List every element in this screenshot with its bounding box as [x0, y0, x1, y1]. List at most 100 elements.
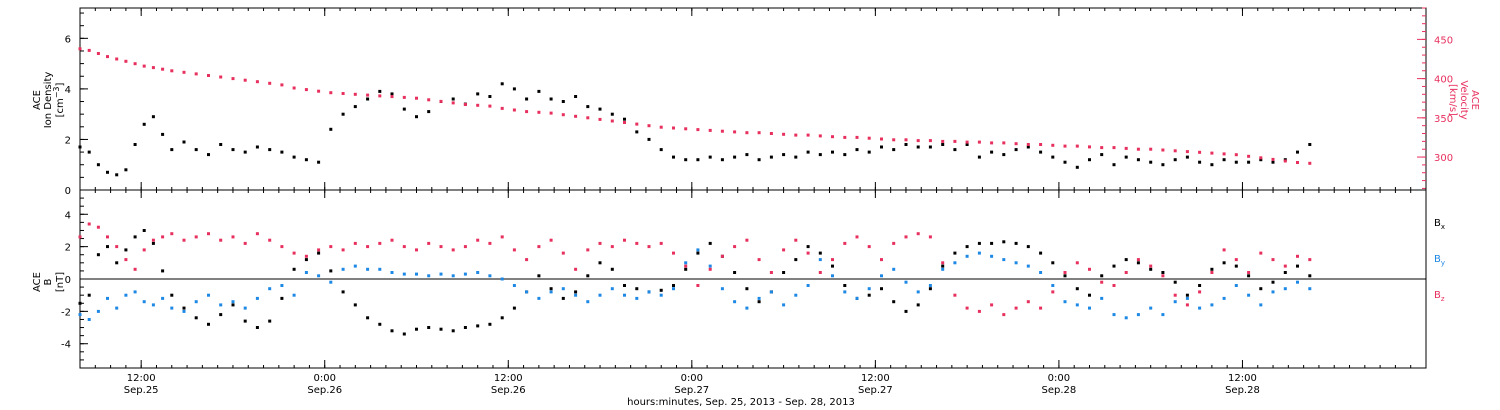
velocity-point: [207, 74, 210, 77]
by-point: [194, 300, 198, 304]
bx-point: [280, 296, 284, 300]
by-point: [255, 296, 259, 300]
velocity-point: [720, 129, 724, 133]
velocity-point: [115, 57, 119, 61]
by-point: [161, 296, 165, 300]
by-point: [1308, 287, 1312, 291]
date-tick-label: Sep.28: [1225, 385, 1260, 396]
density-point: [1161, 163, 1165, 167]
bz-point: [87, 222, 91, 226]
by-point: [757, 296, 761, 300]
by-point: [1088, 306, 1091, 310]
velocity-point: [439, 99, 443, 103]
time-tick-label: 0:00: [1048, 373, 1070, 384]
density-point: [1185, 155, 1189, 159]
velocity-point: [782, 132, 786, 136]
by-point: [500, 277, 504, 281]
bx-point: [1149, 267, 1153, 271]
bz-point: [268, 238, 272, 242]
density-point: [115, 173, 119, 177]
bz-point: [953, 293, 957, 297]
field-tick-label: 0: [65, 275, 71, 286]
density-point: [1014, 148, 1018, 152]
velocity-point: [390, 95, 394, 99]
bz-point: [1112, 284, 1116, 287]
bx-point: [476, 324, 480, 328]
density-axis-unit: [cm−3]: [52, 82, 66, 117]
bz-point: [818, 271, 822, 274]
velocity-point: [537, 110, 541, 114]
by-point: [794, 293, 798, 297]
velocity-point: [831, 135, 834, 139]
velocity-point: [1161, 148, 1165, 152]
by-point: [170, 306, 174, 310]
by-point: [1210, 303, 1214, 307]
density-point: [733, 155, 737, 159]
bx-point: [1026, 245, 1030, 249]
by-point: [1296, 280, 1299, 284]
bx-point: [892, 300, 896, 304]
velocity-point: [1296, 161, 1299, 164]
density-tick-label: 0: [65, 186, 71, 197]
bz-point: [598, 241, 602, 245]
bz-point: [292, 251, 296, 255]
velocity-axis-title-line2: Velocity: [1458, 80, 1469, 119]
density-point: [1051, 155, 1055, 159]
by-point: [317, 274, 321, 278]
velocity-point: [219, 75, 223, 79]
field-legend: Bx By Bz: [1434, 218, 1445, 303]
by-point: [1063, 300, 1067, 304]
bz-point: [843, 241, 847, 245]
velocity-point: [142, 64, 146, 68]
density-point: [831, 150, 834, 154]
density-point: [353, 105, 357, 109]
bx-point: [463, 326, 467, 329]
by-point: [574, 293, 578, 297]
by-point: [977, 251, 981, 255]
bx-point: [1014, 241, 1018, 245]
velocity-point: [243, 78, 247, 82]
velocity-point: [855, 135, 859, 139]
bz-point: [304, 254, 308, 258]
by-point: [1161, 313, 1165, 317]
by-point: [708, 264, 712, 268]
by-point: [1271, 290, 1275, 294]
by-point: [659, 293, 663, 297]
time-tick-label: 12:00: [494, 373, 523, 384]
density-point: [170, 148, 174, 152]
velocity-point: [757, 131, 761, 135]
bz-point: [1271, 258, 1275, 262]
bx-point: [1283, 271, 1287, 274]
velocity-point: [684, 127, 688, 131]
by-point: [1136, 313, 1140, 317]
bx-point: [378, 322, 382, 326]
density-axis-ticks: 0 2 4 6: [65, 12, 88, 197]
by-point: [892, 267, 896, 271]
by-point: [623, 293, 626, 297]
date-tick-label: Sep.27: [858, 385, 893, 396]
density-point: [794, 155, 798, 159]
by-point: [219, 303, 223, 307]
bx-point: [1124, 258, 1128, 262]
density-point: [696, 158, 700, 162]
by-point: [402, 272, 406, 276]
bx-point: [1112, 264, 1116, 268]
velocity-point: [1210, 151, 1214, 155]
by-point: [1222, 296, 1226, 300]
bz-point: [378, 241, 382, 245]
velocity-point: [1136, 147, 1140, 151]
bx-point: [304, 258, 308, 262]
bz-point: [623, 238, 626, 242]
bx-point: [574, 290, 578, 294]
bx-point: [1173, 280, 1177, 284]
velocity-point: [476, 103, 480, 107]
velocity-point: [1100, 146, 1104, 150]
density-point: [512, 87, 516, 91]
bx-point: [219, 313, 223, 317]
velocity-point: [317, 89, 321, 93]
density-point: [1100, 153, 1104, 157]
bz-point: [610, 245, 614, 249]
bz-point: [757, 258, 761, 262]
by-point: [843, 290, 847, 294]
by-point: [451, 274, 455, 278]
